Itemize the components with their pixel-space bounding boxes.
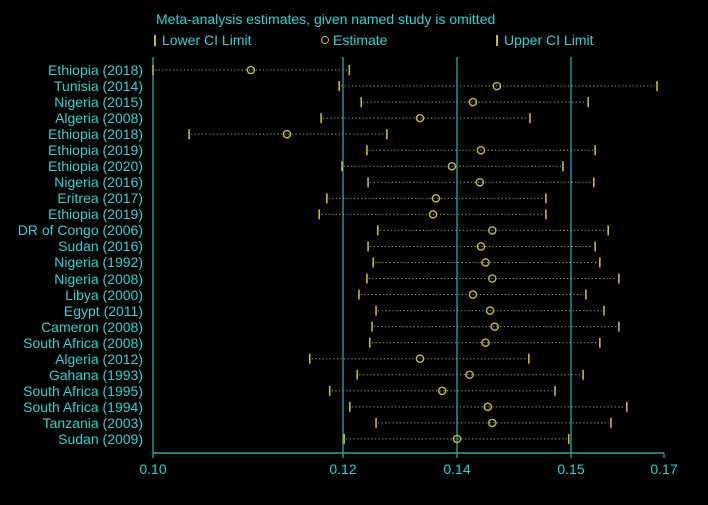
estimate-marker <box>468 290 478 299</box>
x-tick-label: 0.15 <box>557 461 585 477</box>
x-tick-label: 0.12 <box>329 461 357 477</box>
study-label: Nigeria (2008) <box>54 270 143 287</box>
upper-ci-tick-icon <box>496 34 498 46</box>
chart-title: Meta-analysis estimates, given named stu… <box>156 11 496 27</box>
study-label: Ethiopia (2018) <box>48 62 143 78</box>
study-label: Eritrea (2017) <box>57 190 143 207</box>
estimate-circle-icon <box>321 36 329 44</box>
study-label: Ethiopia (2019) <box>48 206 143 223</box>
study-label: Sudan (2016) <box>58 238 143 255</box>
estimate-marker <box>415 354 425 364</box>
estimate-marker <box>428 210 438 219</box>
legend-lower: Lower CI Limit <box>154 32 251 48</box>
estimate-marker <box>437 386 447 396</box>
estimate-marker <box>246 65 256 75</box>
estimate-marker <box>483 402 493 412</box>
legend-estimate: Estimate <box>321 32 387 48</box>
study-label: Gahana (1993) <box>48 366 143 383</box>
study-label: Tanzania (2003) <box>42 414 143 431</box>
estimate-marker <box>476 242 486 251</box>
x-tick-label: 0.10 <box>139 461 167 477</box>
study-label: South Africa (1995) <box>23 382 143 399</box>
estimate-marker <box>452 434 462 444</box>
legend-upper: Upper CI Limit <box>496 32 593 48</box>
x-tick-label: 0.17 <box>650 461 678 477</box>
estimate-marker <box>431 194 441 203</box>
estimate-marker <box>488 274 497 283</box>
study-label: Nigeria (1992) <box>54 254 143 271</box>
estimate-marker <box>447 161 457 171</box>
study-label: DR of Congo (2006) <box>17 222 143 239</box>
estimate-marker <box>481 258 490 267</box>
study-label: Cameron (2008) <box>41 318 143 335</box>
x-tick-label: 0.14 <box>443 461 471 477</box>
estimate-marker <box>415 113 425 123</box>
estimate-marker <box>490 322 499 331</box>
study-label: Ethiopia (2018) <box>48 126 143 143</box>
lower-ci-tick-icon <box>154 34 156 46</box>
legend-lower-label: Lower CI Limit <box>162 32 252 48</box>
study-label: Nigeria (2016) <box>54 174 143 191</box>
estimate-marker <box>492 81 502 91</box>
study-label: Ethiopia (2019) <box>48 142 143 159</box>
estimate-marker <box>488 226 497 235</box>
study-label: Sudan (2009) <box>58 430 143 447</box>
study-label: Libya (2000) <box>65 286 143 303</box>
legend-upper-label: Upper CI Limit <box>504 32 594 48</box>
study-label: Ethiopia (2020) <box>48 158 143 175</box>
estimate-marker <box>481 338 490 347</box>
study-label: Tunisia (2014) <box>54 78 143 95</box>
study-label: Algeria (2012) <box>55 350 143 367</box>
estimate-marker <box>465 370 474 380</box>
estimate-marker <box>476 145 486 155</box>
study-label: South Africa (1994) <box>23 398 143 415</box>
study-label: South Africa (2008) <box>23 334 143 351</box>
legend-estimate-label: Estimate <box>333 32 388 48</box>
estimate-marker <box>282 129 292 139</box>
study-label: Algeria (2008) <box>55 110 143 127</box>
study-label: Nigeria (2015) <box>54 94 143 111</box>
estimate-marker <box>475 177 485 187</box>
estimate-marker <box>468 97 478 107</box>
estimate-marker <box>488 418 497 428</box>
estimate-marker <box>485 306 495 315</box>
study-label: Egypt (2011) <box>63 302 143 319</box>
